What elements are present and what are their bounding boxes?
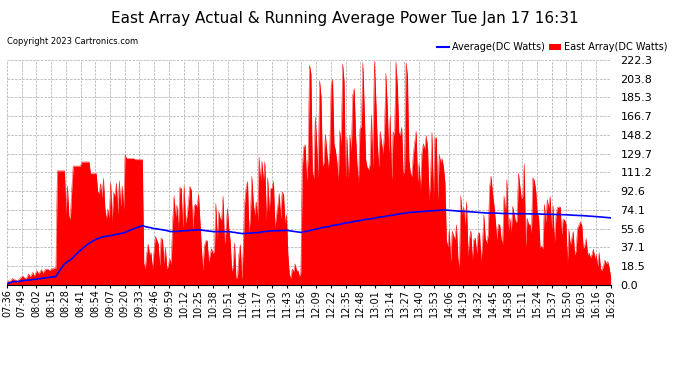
Text: East Array Actual & Running Average Power Tue Jan 17 16:31: East Array Actual & Running Average Powe…	[111, 11, 579, 26]
Text: Copyright 2023 Cartronics.com: Copyright 2023 Cartronics.com	[7, 38, 138, 46]
Legend: Average(DC Watts), East Array(DC Watts): Average(DC Watts), East Array(DC Watts)	[433, 39, 671, 56]
